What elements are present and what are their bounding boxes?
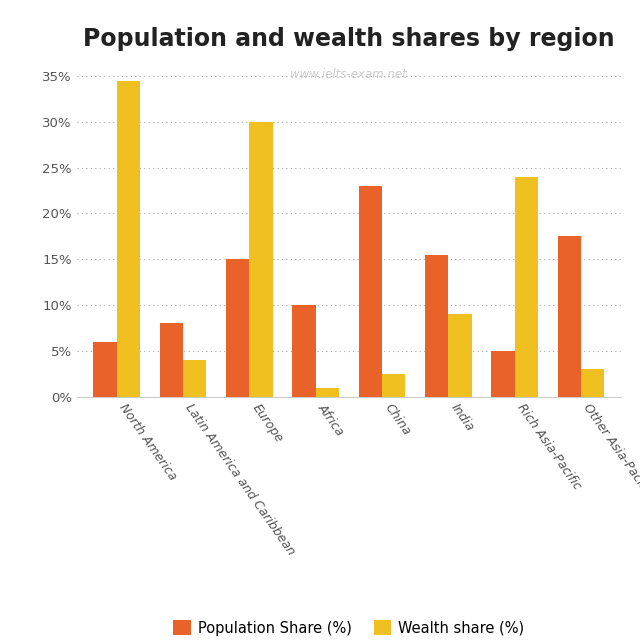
Bar [292,305,316,397]
Bar [93,342,116,397]
Bar [425,255,448,397]
Bar [183,360,206,397]
Text: www.ielts-exam.net: www.ielts-exam.net [291,68,407,81]
Bar [558,236,581,397]
Bar [448,314,472,397]
Bar [581,369,604,397]
Bar [316,388,339,397]
Bar [515,177,538,397]
Bar [160,323,183,397]
Bar [116,81,140,397]
Bar [226,259,250,397]
Bar [492,351,515,397]
Legend: Population Share (%), Wealth share (%): Population Share (%), Wealth share (%) [167,614,531,640]
Title: Population and wealth shares by region: Population and wealth shares by region [83,28,614,51]
Bar [250,122,273,397]
Bar [359,186,382,397]
Bar [382,374,405,397]
